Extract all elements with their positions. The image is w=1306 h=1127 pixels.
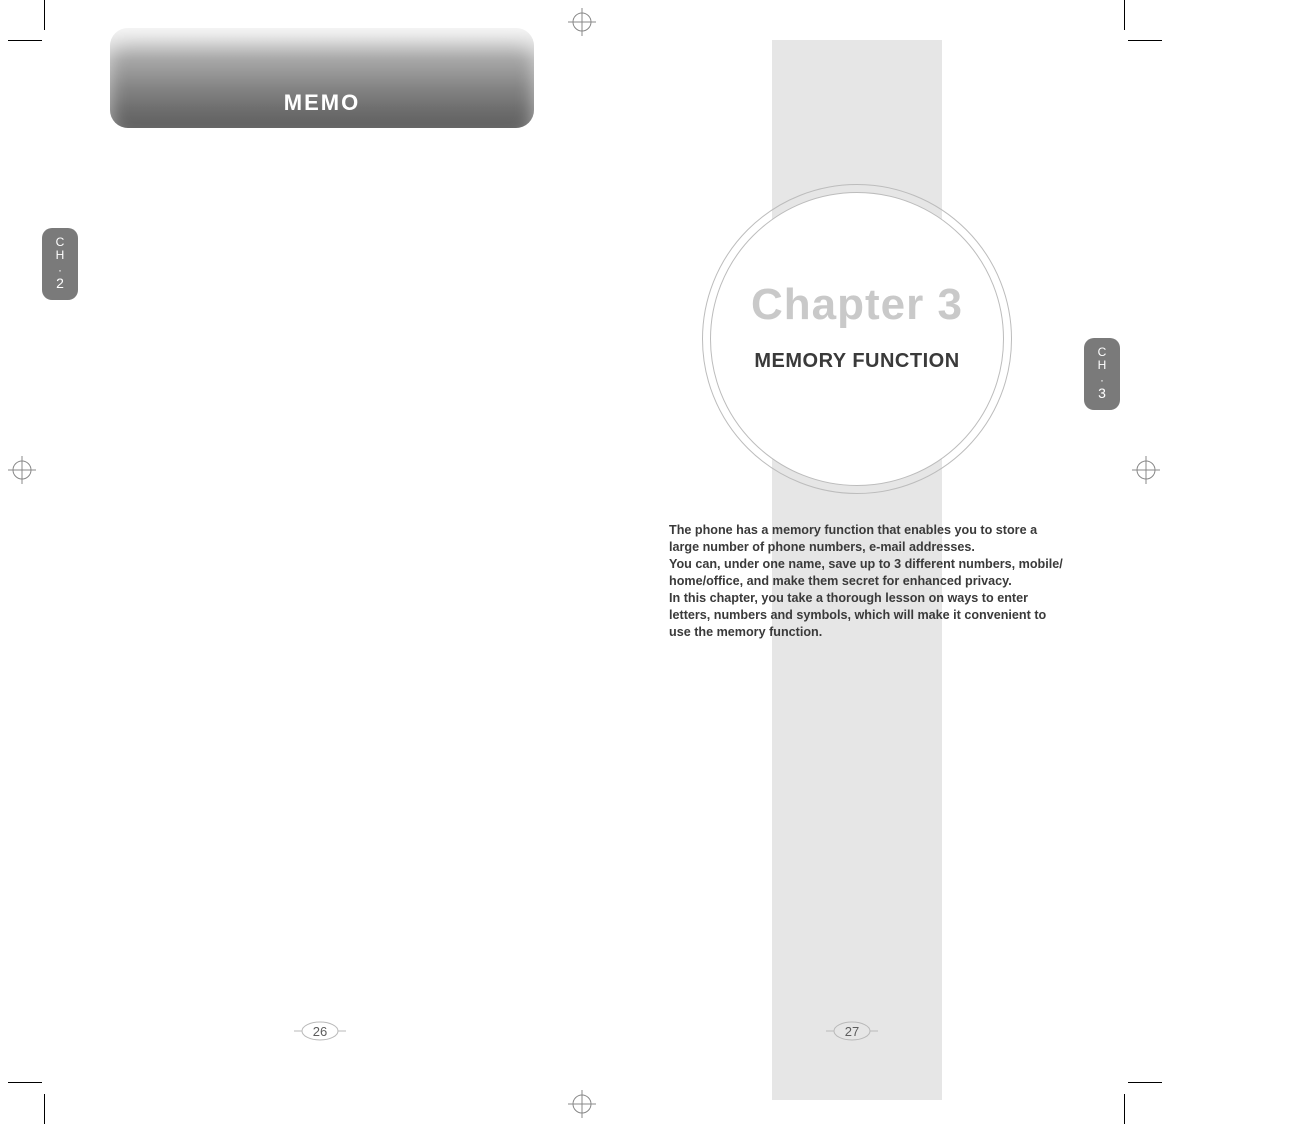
medallion-inner-ring	[710, 192, 1004, 486]
chapter-tab-letter-c: C	[1098, 345, 1107, 359]
crop-mark	[1124, 0, 1125, 30]
chapter-tab-letter-c: C	[56, 235, 65, 249]
chapter-tab-number: 3	[1084, 386, 1120, 401]
chapter-intro-paragraph: You can, under one name, save up to 3 di…	[669, 556, 1067, 590]
crop-mark	[1124, 1094, 1125, 1124]
chapter-tab-number: 2	[42, 276, 78, 291]
chapter-tab-right: C H · 3	[1084, 338, 1120, 410]
chapter-intro-paragraph: In this chapter, you take a thorough les…	[669, 590, 1067, 641]
crop-mark	[1128, 1082, 1162, 1083]
registration-mark-icon	[8, 456, 36, 484]
page-number-right: 27	[832, 1024, 872, 1039]
crop-mark	[44, 1094, 45, 1124]
crop-mark	[8, 40, 42, 41]
chapter-intro-paragraph: The phone has a memory function that ena…	[669, 522, 1067, 556]
page-number-left: 26	[300, 1024, 340, 1039]
chapter-tab-letter-h: H	[1098, 358, 1107, 372]
registration-mark-icon	[1132, 456, 1160, 484]
memo-title: MEMO	[110, 90, 534, 116]
chapter-tab-letter-h: H	[56, 248, 65, 262]
chapter-tab-left: C H · 2	[42, 228, 78, 300]
chapter-title-medallion: Chapter 3 MEMORY FUNCTION	[702, 184, 1012, 494]
registration-mark-icon	[568, 8, 596, 36]
crop-mark	[44, 0, 45, 30]
chapter-label: Chapter 3	[702, 280, 1012, 330]
page-number-oval-icon	[826, 1020, 878, 1042]
crop-mark	[1128, 40, 1162, 41]
registration-mark-icon	[568, 1090, 596, 1118]
chapter-subtitle: MEMORY FUNCTION	[702, 350, 1012, 373]
page-number-oval-icon	[294, 1020, 346, 1042]
crop-mark	[8, 1082, 42, 1083]
chapter-intro-text: The phone has a memory function that ena…	[669, 522, 1067, 641]
memo-header: MEMO	[110, 28, 534, 128]
